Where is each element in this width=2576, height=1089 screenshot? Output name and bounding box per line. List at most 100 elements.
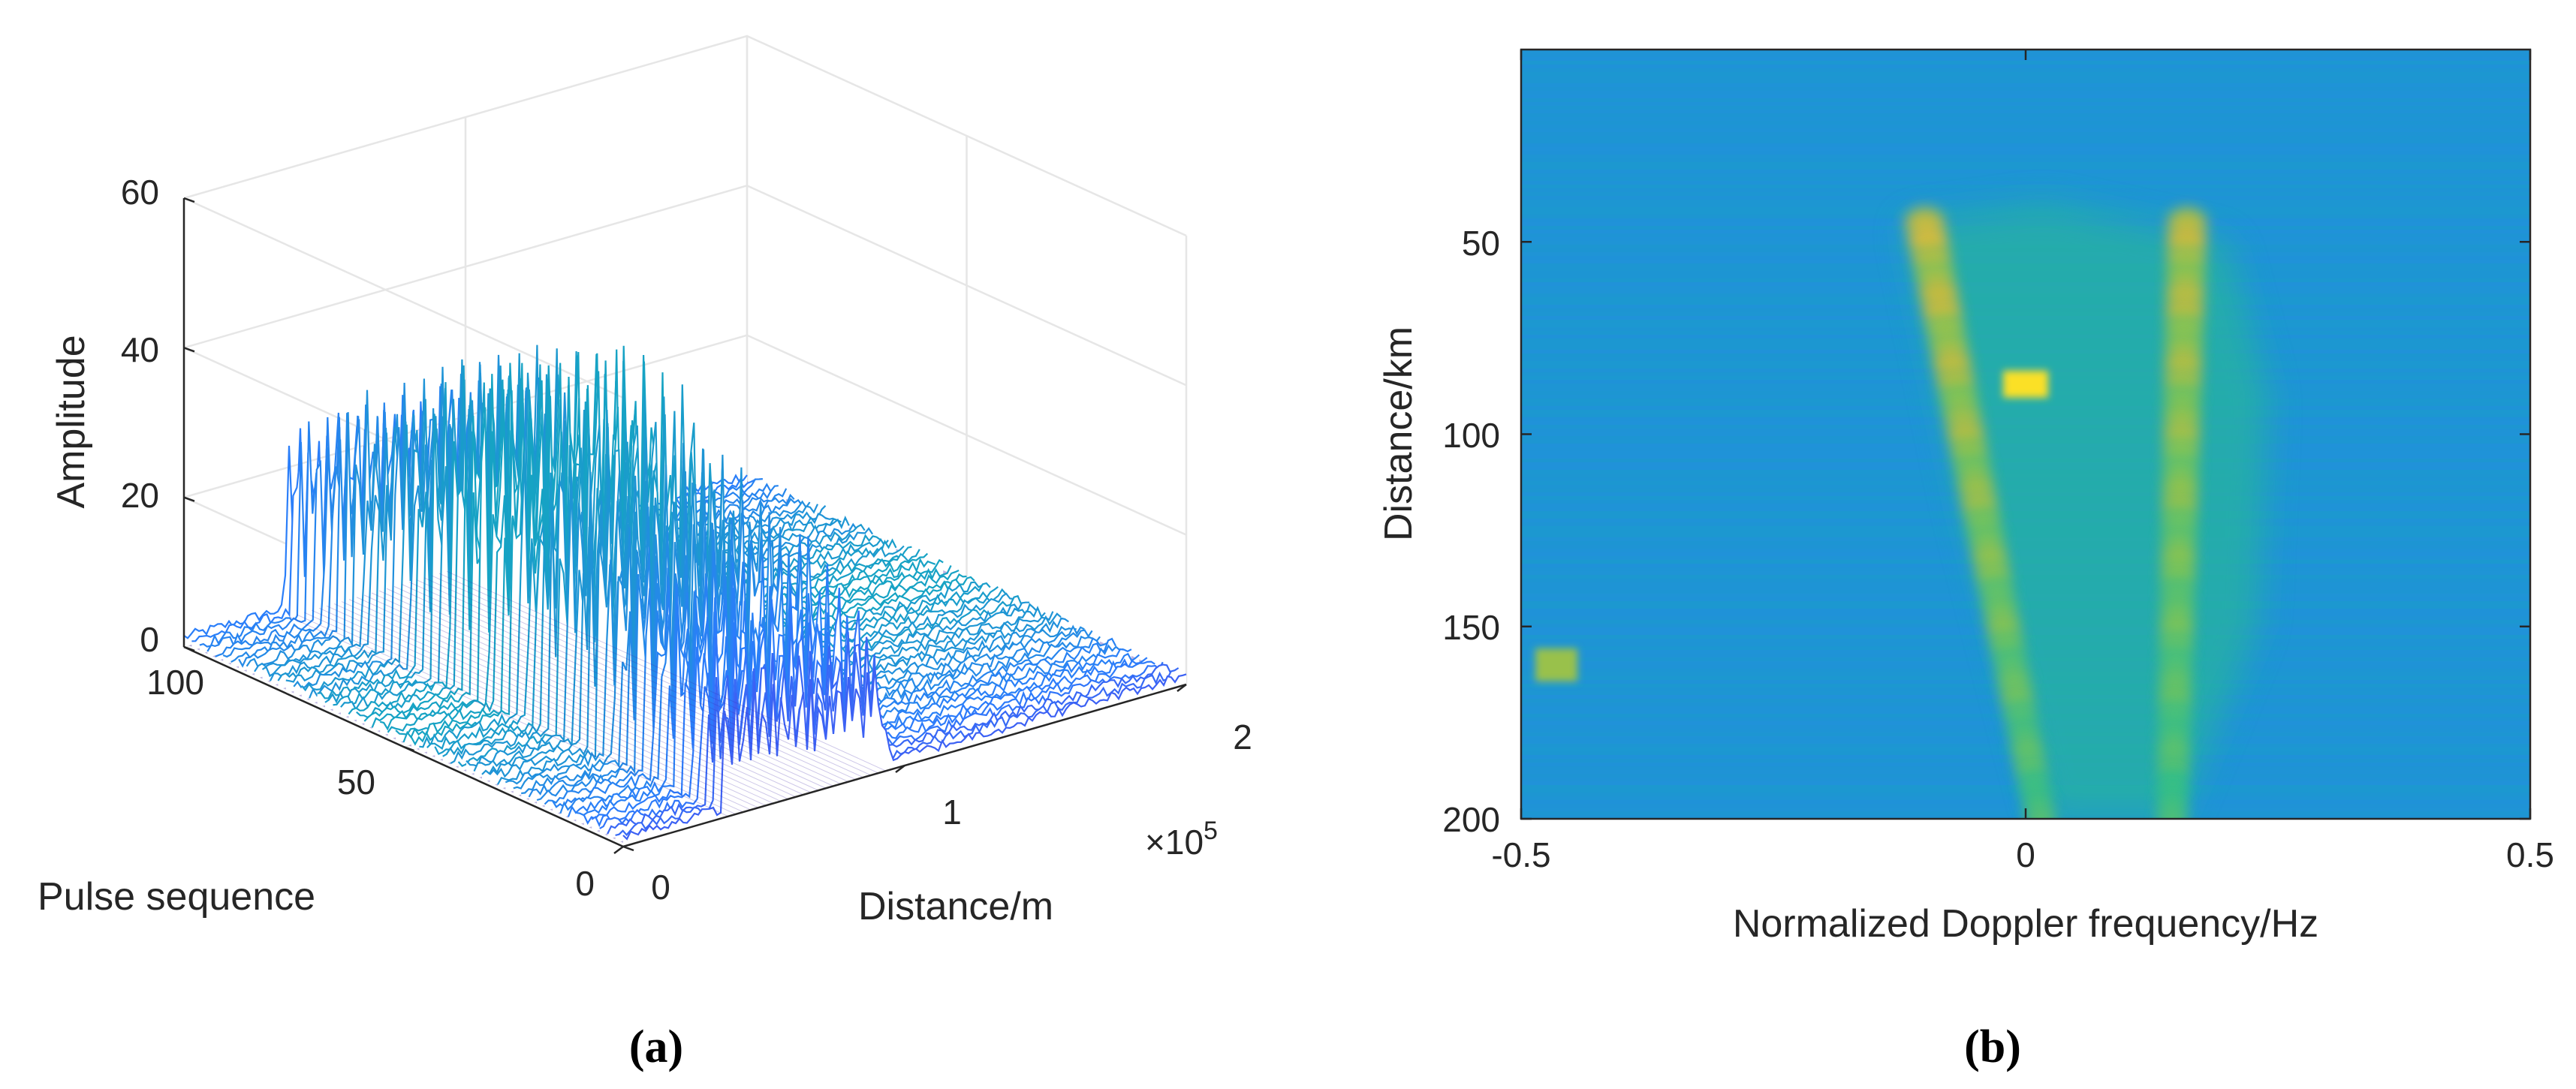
b-noise-row: [1521, 177, 2530, 181]
b-noise-row: [1521, 166, 2530, 170]
b-noise-row: [1521, 151, 2530, 155]
a-x-tickmark-0: [613, 846, 624, 854]
b-y-tick-50: 50: [1462, 224, 1500, 263]
a-x-exponent: ×105: [1145, 817, 1218, 862]
a-zgrid-left-3: [183, 197, 624, 399]
b-y-tick-100: 100: [1442, 416, 1500, 455]
b-x-tick-0: 0: [2016, 835, 2035, 874]
b-noise-row: [1521, 98, 2530, 102]
a-mesh-col-56: [393, 585, 834, 787]
a-mesh-col-46: [356, 597, 797, 798]
panel-a-axes: [182, 197, 1187, 854]
b-noise-row: [1521, 188, 2530, 192]
a-z-tickmark-3: [183, 197, 195, 203]
b-noise-row: [1521, 117, 2530, 121]
b-noise-row: [1521, 76, 2530, 80]
b-y-axis-label: Distance/km: [1377, 326, 1421, 541]
a-x-axis-label: Distance/m: [858, 885, 1053, 928]
a-y-tick-50: 50: [337, 763, 375, 802]
a-mesh-col-50: [371, 592, 812, 793]
a-y-tick-100: 100: [146, 663, 204, 702]
b-noise-row: [1521, 113, 2530, 117]
b-x-axis-label: Normalized Doppler frequency/Hz: [1733, 902, 2318, 946]
b-noise-row: [1521, 185, 2530, 188]
a-z-tick-20: 20: [121, 476, 159, 515]
b-x-tick-neg: -0.5: [1491, 835, 1550, 874]
b-isolated-target: [1535, 648, 1578, 681]
b-noise-row: [1521, 132, 2530, 136]
a-mesh-col-38: [326, 605, 767, 806]
panel-a-surface: [183, 344, 1187, 847]
b-noise-row: [1521, 95, 2530, 98]
b-plot-area: [1521, 50, 2530, 819]
b-hot-spot: [2003, 370, 2048, 398]
a-mesh-col-48: [363, 594, 804, 796]
b-features: [1535, 203, 2268, 819]
b-noise-row: [1521, 170, 2530, 173]
b-noise-row: [1521, 155, 2530, 158]
b-caption: (b): [1964, 1021, 2021, 1072]
a-mesh-col-66: [431, 575, 872, 776]
a-mesh-col-36: [318, 607, 759, 808]
b-noise-row: [1521, 140, 2530, 143]
b-noise-row: [1521, 200, 2530, 203]
a-z-tickmark-2: [183, 347, 195, 353]
a-y-tickmark-2: [183, 645, 195, 652]
a-mesh-col-30: [296, 614, 737, 815]
b-y-tick-150: 150: [1442, 608, 1500, 647]
b-noise-row: [1521, 125, 2530, 128]
b-noise-row: [1521, 106, 2530, 110]
b-axes: [1520, 48, 2532, 820]
panel-b-heatmap: 50 100 150 200 -0.5 0 0.5 Distance/km No…: [1377, 48, 2554, 1072]
b-noise-row: [1521, 72, 2530, 76]
a-mesh-col-68: [438, 573, 879, 774]
panel-a-3d-surface: 0 20 40 60 100 50 0 0 1 2 ×105 Amplitude…: [38, 35, 1252, 1072]
a-mesh-col-54: [386, 588, 827, 789]
a-mesh-col-58: [401, 584, 842, 784]
a-x-tickmark-2: [1177, 684, 1187, 692]
a-x-tickmark-1: [895, 765, 905, 773]
a-x-tick-0: 0: [651, 868, 670, 907]
a-mesh-col-64: [423, 577, 864, 778]
a-zgrid-2: [183, 185, 1187, 387]
b-noise-row: [1521, 173, 2530, 177]
b-noise-row: [1521, 61, 2530, 65]
a-z-tickmark-1: [183, 496, 195, 502]
b-x-tick-pos: 0.5: [2506, 835, 2554, 874]
a-mesh-col-40: [333, 603, 774, 804]
a-z-axis-label: Amplitude: [50, 335, 93, 508]
a-y-tickmark-0: [622, 845, 634, 852]
a-z-tick-0: 0: [140, 620, 159, 659]
a-zgrid-3: [183, 35, 1187, 237]
b-noise-row: [1521, 102, 2530, 106]
a-mesh-col-34: [311, 609, 752, 811]
b-right-track-seg: [2156, 804, 2187, 819]
b-y-tick-200: 200: [1442, 800, 1500, 839]
a-x-tick-2: 2: [1233, 717, 1252, 757]
a-mesh-col-44: [348, 599, 789, 800]
b-noise-row: [1521, 110, 2530, 113]
a-mesh-col-60: [408, 582, 849, 783]
a-y-tick-0: 0: [575, 864, 595, 903]
b-noise-row: [1521, 65, 2530, 68]
a-mesh-col-32: [303, 612, 744, 813]
a-mesh-col-42: [341, 601, 782, 802]
b-noise-row: [1521, 83, 2530, 87]
a-mesh-col-28: [288, 616, 729, 817]
a-mesh-col-52: [378, 590, 819, 791]
a-z-tick-40: 40: [121, 330, 159, 369]
b-noise-row: [1521, 147, 2530, 151]
b-noise-row: [1521, 162, 2530, 166]
a-x-tick-1: 1: [942, 793, 962, 832]
b-noise-row: [1521, 181, 2530, 185]
a-surface-line-0: [622, 667, 1187, 841]
b-noise-row: [1521, 128, 2530, 132]
b-noise-row: [1521, 192, 2530, 196]
b-noise-row: [1521, 136, 2530, 140]
a-mesh-col-70: [446, 570, 887, 772]
b-noise-row: [1521, 158, 2530, 162]
b-noise-row: [1521, 196, 2530, 200]
b-noise-row: [1521, 143, 2530, 147]
a-z-tick-60: 60: [121, 173, 159, 212]
